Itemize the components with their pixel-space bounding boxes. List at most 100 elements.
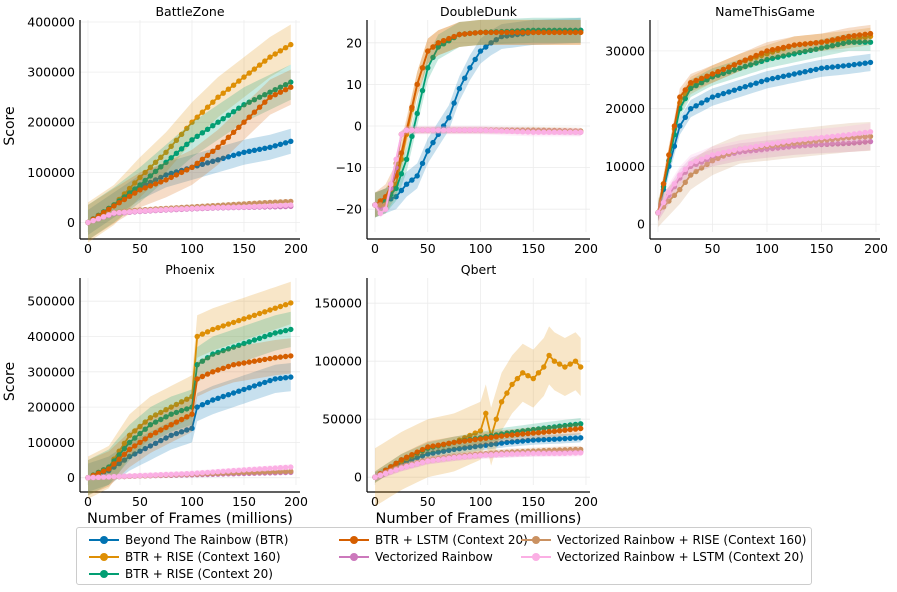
data-point [262,58,268,64]
data-point [282,82,289,88]
legend-swatch-icon [339,551,369,563]
data-point [277,468,284,475]
data-point [173,150,180,156]
data-point [225,363,232,370]
data-point [493,416,499,422]
data-point [393,194,399,200]
y-axis-label: Score [2,362,18,401]
data-point [567,435,573,441]
data-point [440,38,447,44]
data-point [382,470,389,477]
data-point [488,40,494,46]
data-point [715,92,721,99]
data-point [142,426,148,432]
data-point [377,210,383,217]
series-beyond-the-rainbow-btr [85,363,294,492]
data-point [677,172,683,178]
data-point [158,174,164,181]
series-beyond-the-rainbow-btr [372,433,584,482]
data-point [440,456,447,462]
data-point [835,41,841,48]
data-point [100,209,107,216]
data-point [430,139,436,146]
data-point [425,451,431,457]
data-point [152,472,159,478]
data-point [403,127,410,133]
data-point [446,127,452,133]
data-point [236,317,242,324]
data-point [277,303,284,310]
data-point [425,444,431,450]
data-point [158,207,164,213]
data-point [578,364,584,370]
data-point [764,77,770,83]
data-point [835,63,841,70]
data-point [456,85,463,92]
series-line [657,35,871,213]
data-point [472,127,478,133]
x-tick-label: 50 [132,494,148,509]
data-point [786,43,792,49]
data-point [747,144,754,150]
data-point [282,464,289,471]
data-point [840,40,846,47]
data-point [189,164,195,170]
data-point [204,399,211,406]
data-point [215,349,221,356]
data-point [194,470,200,476]
confidence-band [375,17,581,218]
data-point [829,141,836,147]
data-point [272,203,278,209]
data-point [262,466,268,472]
data-point [824,141,830,147]
data-point [666,189,672,196]
data-point [241,360,247,366]
x-tick-label: 200 [574,241,598,256]
data-point [562,435,568,442]
data-point [483,127,489,134]
data-point [840,132,846,138]
data-point [137,448,143,454]
data-point [498,29,505,36]
y-tick-label: −20 [336,202,362,217]
data-point [163,435,169,441]
data-point [199,109,206,115]
data-point [504,128,510,134]
legend-swatch-icon [521,534,551,546]
data-point [142,185,148,191]
data-point [572,435,579,441]
series-line [657,32,871,213]
data-point [194,333,200,340]
data-point [225,86,232,92]
data-point [409,452,415,458]
data-point [199,402,206,408]
data-point [791,137,797,144]
data-point [194,160,200,166]
data-point [493,441,499,447]
data-point [210,469,216,475]
data-point [220,393,226,400]
data-point [472,56,478,63]
data-point [786,138,792,144]
data-point [210,123,216,129]
data-point [483,44,489,50]
data-point [288,464,294,470]
data-point [731,67,737,73]
data-point [509,432,515,438]
data-point [173,430,180,437]
series-beyond-the-rainbow-btr [372,17,584,218]
data-point [535,426,542,432]
data-point [163,177,169,183]
data-point [862,139,868,145]
data-point [142,436,148,442]
data-point [173,401,180,408]
data-point [671,181,678,187]
data-point [272,465,278,471]
data-point [493,37,499,43]
data-point [382,206,389,212]
data-point [204,355,211,361]
data-point [851,61,857,68]
data-point [173,419,180,425]
data-point [546,129,552,135]
data-point [430,44,436,50]
